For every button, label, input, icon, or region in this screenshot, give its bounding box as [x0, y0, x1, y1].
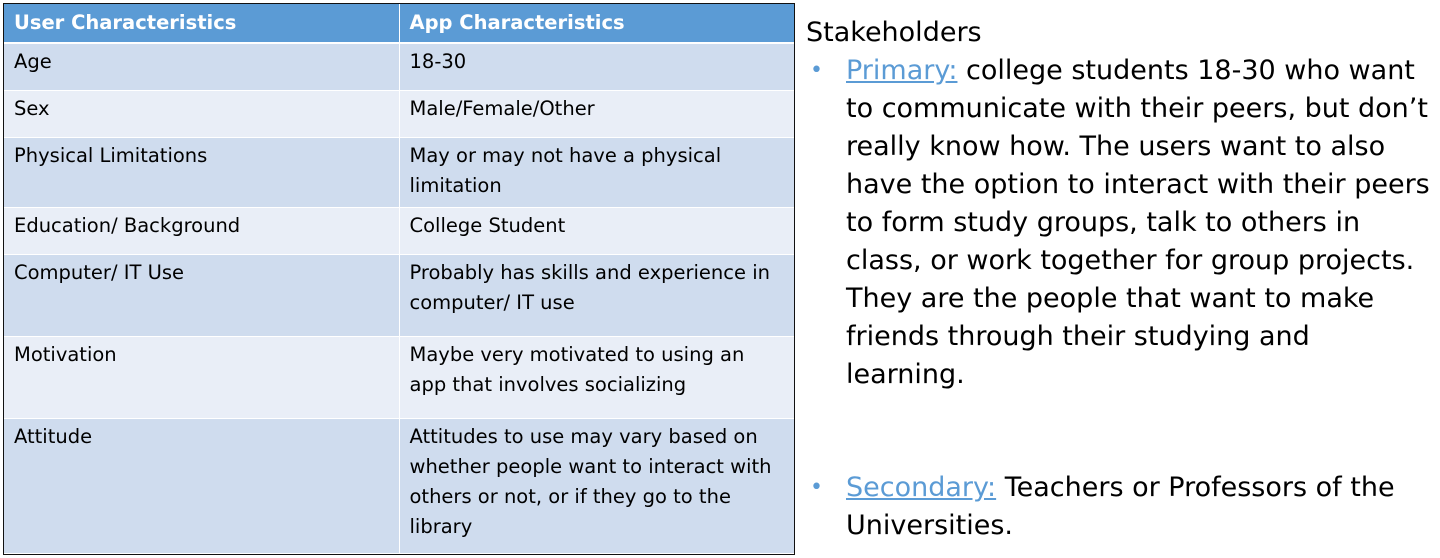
cell-app: Probably has skills and experience in co… — [399, 254, 794, 337]
cell-app: 18-30 — [399, 43, 794, 91]
header-user-characteristics: User Characteristics — [4, 4, 400, 44]
table-row: Age 18-30 — [4, 43, 794, 91]
cell-user: Sex — [4, 90, 400, 138]
table-row: Computer/ IT Use Probably has skills and… — [4, 254, 794, 337]
cell-app: Maybe very motivated to using an app tha… — [399, 336, 794, 419]
primary-stakeholder-bullet: • Primary: college students 18-30 who wan… — [806, 52, 1436, 394]
cell-app: May or may not have a physical limitatio… — [399, 137, 794, 208]
cell-user: Education/ Background — [4, 207, 400, 255]
secondary-stakeholder-bullet: • Secondary: Teachers or Professors of th… — [806, 469, 1440, 545]
table-row: Attitude Attitudes to use may vary based… — [4, 418, 794, 554]
cell-app: Attitudes to use may vary based on wheth… — [399, 418, 794, 554]
cell-user: Physical Limitations — [4, 137, 400, 208]
cell-app: Male/Female/Other — [399, 90, 794, 138]
stakeholders-panel: Stakeholders • Primary: college students … — [806, 14, 1436, 541]
characteristics-table: User Characteristics App Characteristics… — [4, 4, 794, 554]
primary-label: Primary: — [846, 55, 958, 86]
cell-app: College Student — [399, 207, 794, 255]
table-row: Motivation Maybe very motivated to using… — [4, 336, 794, 419]
table-row: Sex Male/Female/Other — [4, 90, 794, 138]
secondary-label: Secondary: — [846, 472, 997, 503]
header-app-characteristics: App Characteristics — [399, 4, 794, 44]
cell-user: Motivation — [4, 336, 400, 419]
secondary-text: Teachers or Professors of the Universiti… — [846, 472, 1395, 541]
table-row: Physical Limitations May or may not have… — [4, 137, 794, 208]
cell-user: Age — [4, 43, 400, 91]
stakeholders-title: Stakeholders — [806, 17, 982, 48]
cell-user: Computer/ IT Use — [4, 254, 400, 337]
characteristics-table-container: User Characteristics App Characteristics… — [3, 3, 795, 555]
table-row: Education/ Background College Student — [4, 207, 794, 255]
bullet-icon: • — [810, 58, 823, 83]
bullet-icon: • — [810, 475, 823, 500]
table-header-row: User Characteristics App Characteristics — [4, 4, 794, 44]
cell-user: Attitude — [4, 418, 400, 554]
primary-text: college students 18-30 who want to commu… — [846, 55, 1430, 390]
